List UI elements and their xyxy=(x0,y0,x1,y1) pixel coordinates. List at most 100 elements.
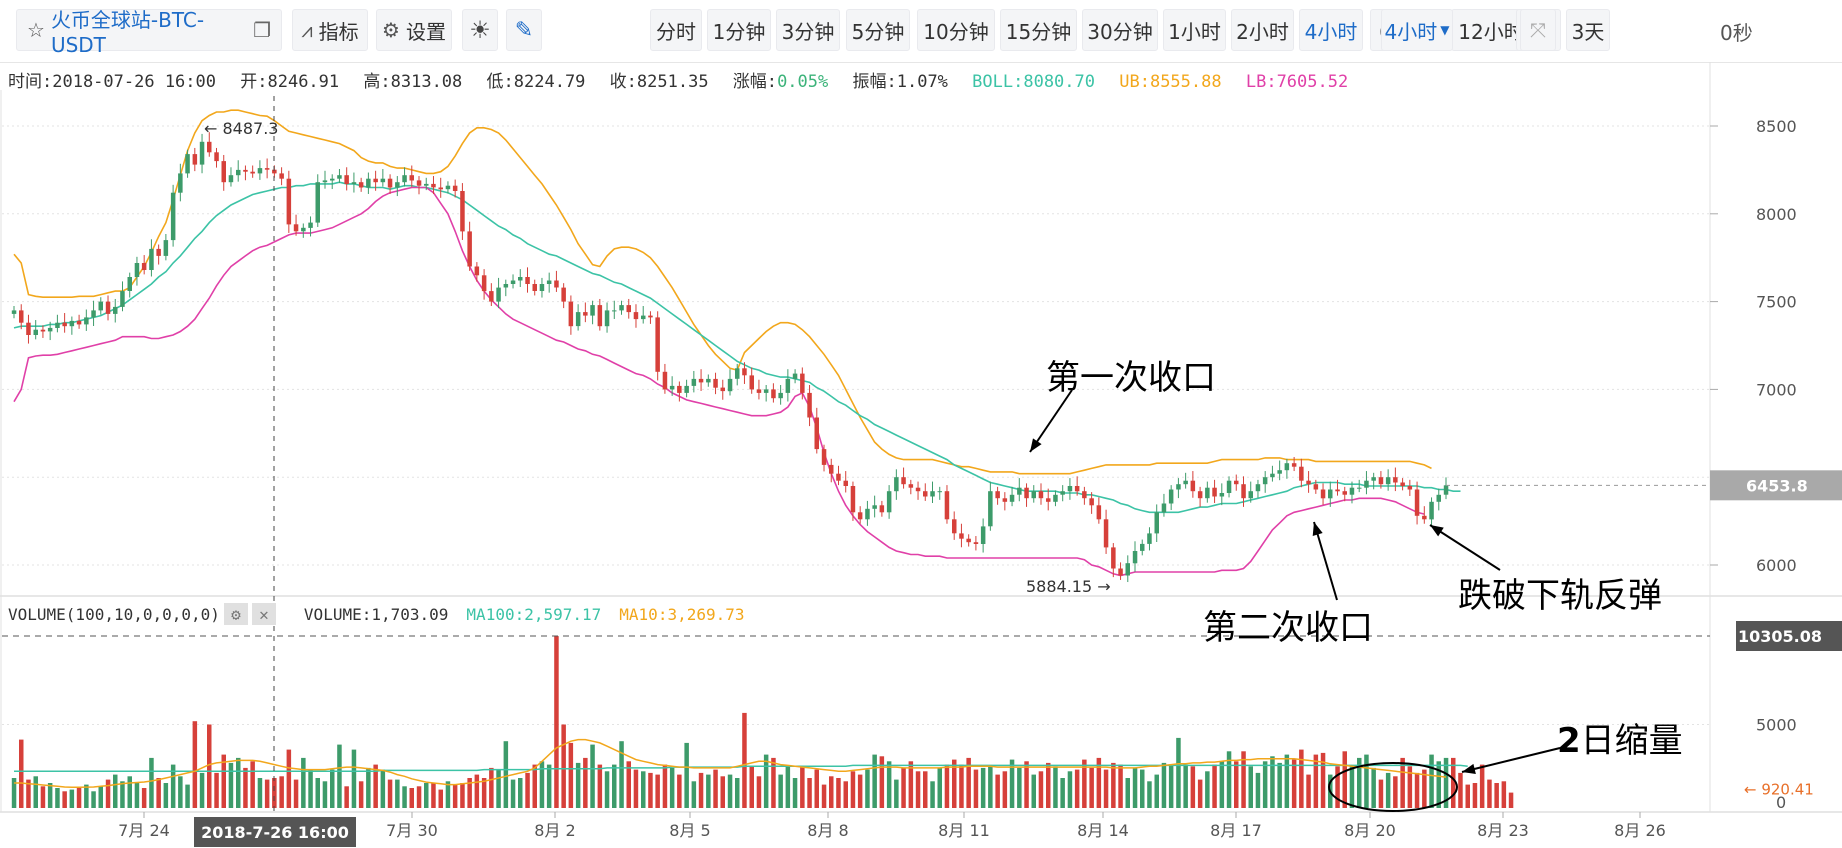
annotation-volume-shrink-number: 2 xyxy=(1557,721,1581,761)
volume-bar xyxy=(301,757,306,808)
candle-body xyxy=(279,173,284,179)
volume-bar xyxy=(1248,766,1253,808)
candle-body xyxy=(243,169,248,172)
volume-bar xyxy=(424,783,429,808)
volume-bar xyxy=(1458,772,1463,808)
volume-bar xyxy=(518,778,523,808)
volume-bar xyxy=(1494,783,1499,808)
period-button[interactable]: 5分钟 xyxy=(846,9,910,51)
period-label: 5分钟 xyxy=(851,19,905,44)
theme-toggle-button[interactable]: ☀ xyxy=(462,9,498,51)
volume-bar xyxy=(11,778,17,808)
period-label: 30分钟 xyxy=(1087,19,1153,44)
volume-settings-gear-icon[interactable]: ⚙ xyxy=(223,603,248,625)
candle-body xyxy=(735,368,740,379)
period-button[interactable]: 10分钟 xyxy=(917,9,995,51)
period-button[interactable]: 15分钟 xyxy=(1000,9,1077,51)
popout-icon[interactable]: ❐ xyxy=(253,18,271,42)
volume-bar xyxy=(1241,751,1246,808)
candle-body xyxy=(1219,493,1225,497)
lower-break-arrow xyxy=(1429,524,1501,571)
candle-body xyxy=(546,280,552,284)
volume-bar xyxy=(937,767,942,808)
volume-bar xyxy=(662,764,668,808)
draw-tool-button[interactable]: ✎ xyxy=(506,9,542,51)
period-button[interactable]: 分时 xyxy=(650,9,702,51)
period-button[interactable]: 1分钟 xyxy=(707,9,771,51)
volume-bar xyxy=(1067,771,1073,808)
candle-body xyxy=(568,301,574,327)
volume-info-bar: VOLUME(100,10,0,0,0,0) ⚙ ✕ VOLUME:1,703.… xyxy=(8,603,745,625)
candle-body xyxy=(1053,494,1058,502)
x-tick-label: 8月 2 xyxy=(534,821,575,840)
volume-bar xyxy=(431,783,436,808)
period-dropdown[interactable]: 4小时 ▼ xyxy=(1381,9,1453,51)
candle-body xyxy=(778,392,783,399)
settings-button[interactable]: ⚙ 设置 xyxy=(376,9,452,51)
fullscreen-button[interactable]: ⤧ xyxy=(1520,9,1556,51)
volume-bar xyxy=(720,776,725,808)
volume-bar xyxy=(207,724,212,808)
candle-body xyxy=(315,182,320,223)
candle-body xyxy=(33,329,38,335)
price-tick-label: 8500 xyxy=(1756,117,1797,136)
period-button[interactable]: 3天 xyxy=(1566,9,1610,51)
candle-body xyxy=(185,154,190,174)
period-button[interactable]: 4小时 xyxy=(1299,9,1363,51)
last-price-tag xyxy=(1710,470,1842,501)
volume-bar xyxy=(612,764,617,808)
candle-body xyxy=(561,287,566,302)
volume-bar xyxy=(742,712,747,808)
candle-body xyxy=(1103,519,1109,548)
symbol-selector[interactable]: ☆ 火币全球站-BTC-USDT ❐ xyxy=(16,8,282,57)
volume-bar xyxy=(561,724,566,808)
candle-body xyxy=(141,263,147,270)
volume-bar xyxy=(1364,754,1369,808)
volume-close-icon[interactable]: ✕ xyxy=(251,603,276,625)
star-icon[interactable]: ☆ xyxy=(27,18,45,42)
price-tick-label: 7500 xyxy=(1756,293,1797,312)
candle-body xyxy=(105,301,111,314)
volume-bar xyxy=(1089,767,1094,808)
volume-bar xyxy=(76,788,82,808)
period-button[interactable]: 2小时 xyxy=(1231,9,1294,51)
candle-body xyxy=(1132,551,1138,564)
volume-bar xyxy=(1168,764,1174,808)
candle-body xyxy=(62,322,67,327)
period-button[interactable]: 1小时 xyxy=(1163,9,1226,51)
candle-body xyxy=(1161,503,1167,513)
volume-bar xyxy=(597,764,603,808)
indicator-button[interactable]: ⩘ 指标 xyxy=(292,9,368,51)
crosshair-time-tag xyxy=(194,817,356,847)
candle-body xyxy=(1357,487,1362,489)
candle-body xyxy=(641,315,646,320)
candle-body xyxy=(800,373,805,393)
candle-body xyxy=(959,533,964,539)
candle-body xyxy=(1168,489,1174,504)
candle-body xyxy=(207,141,212,153)
volume-bar xyxy=(1313,754,1319,808)
volume-bar xyxy=(214,772,219,808)
volume-bar xyxy=(1038,771,1044,808)
candle-body xyxy=(55,322,60,328)
volume-bar xyxy=(648,772,653,808)
period-label: 2小时 xyxy=(1236,19,1289,44)
period-button[interactable]: 30分钟 xyxy=(1082,9,1158,51)
candle-body xyxy=(199,141,205,165)
volume-bar xyxy=(149,757,154,808)
period-button[interactable]: 3分钟 xyxy=(776,9,840,51)
volume-bar xyxy=(322,781,328,808)
candle-body xyxy=(264,168,270,170)
candle-body xyxy=(337,175,342,179)
price-tick-label: 7000 xyxy=(1756,380,1797,399)
volume-ma100: MA100:2,597.17 xyxy=(466,604,602,624)
volume-bar xyxy=(1046,762,1051,808)
candle-body xyxy=(286,178,292,225)
volume-bar xyxy=(366,767,371,808)
volume-bar xyxy=(785,766,791,808)
sun-icon: ☀ xyxy=(469,16,491,44)
candle-body xyxy=(763,389,769,393)
fullscreen-icon: ⤧ xyxy=(1530,18,1546,42)
volume-bar xyxy=(966,757,971,808)
